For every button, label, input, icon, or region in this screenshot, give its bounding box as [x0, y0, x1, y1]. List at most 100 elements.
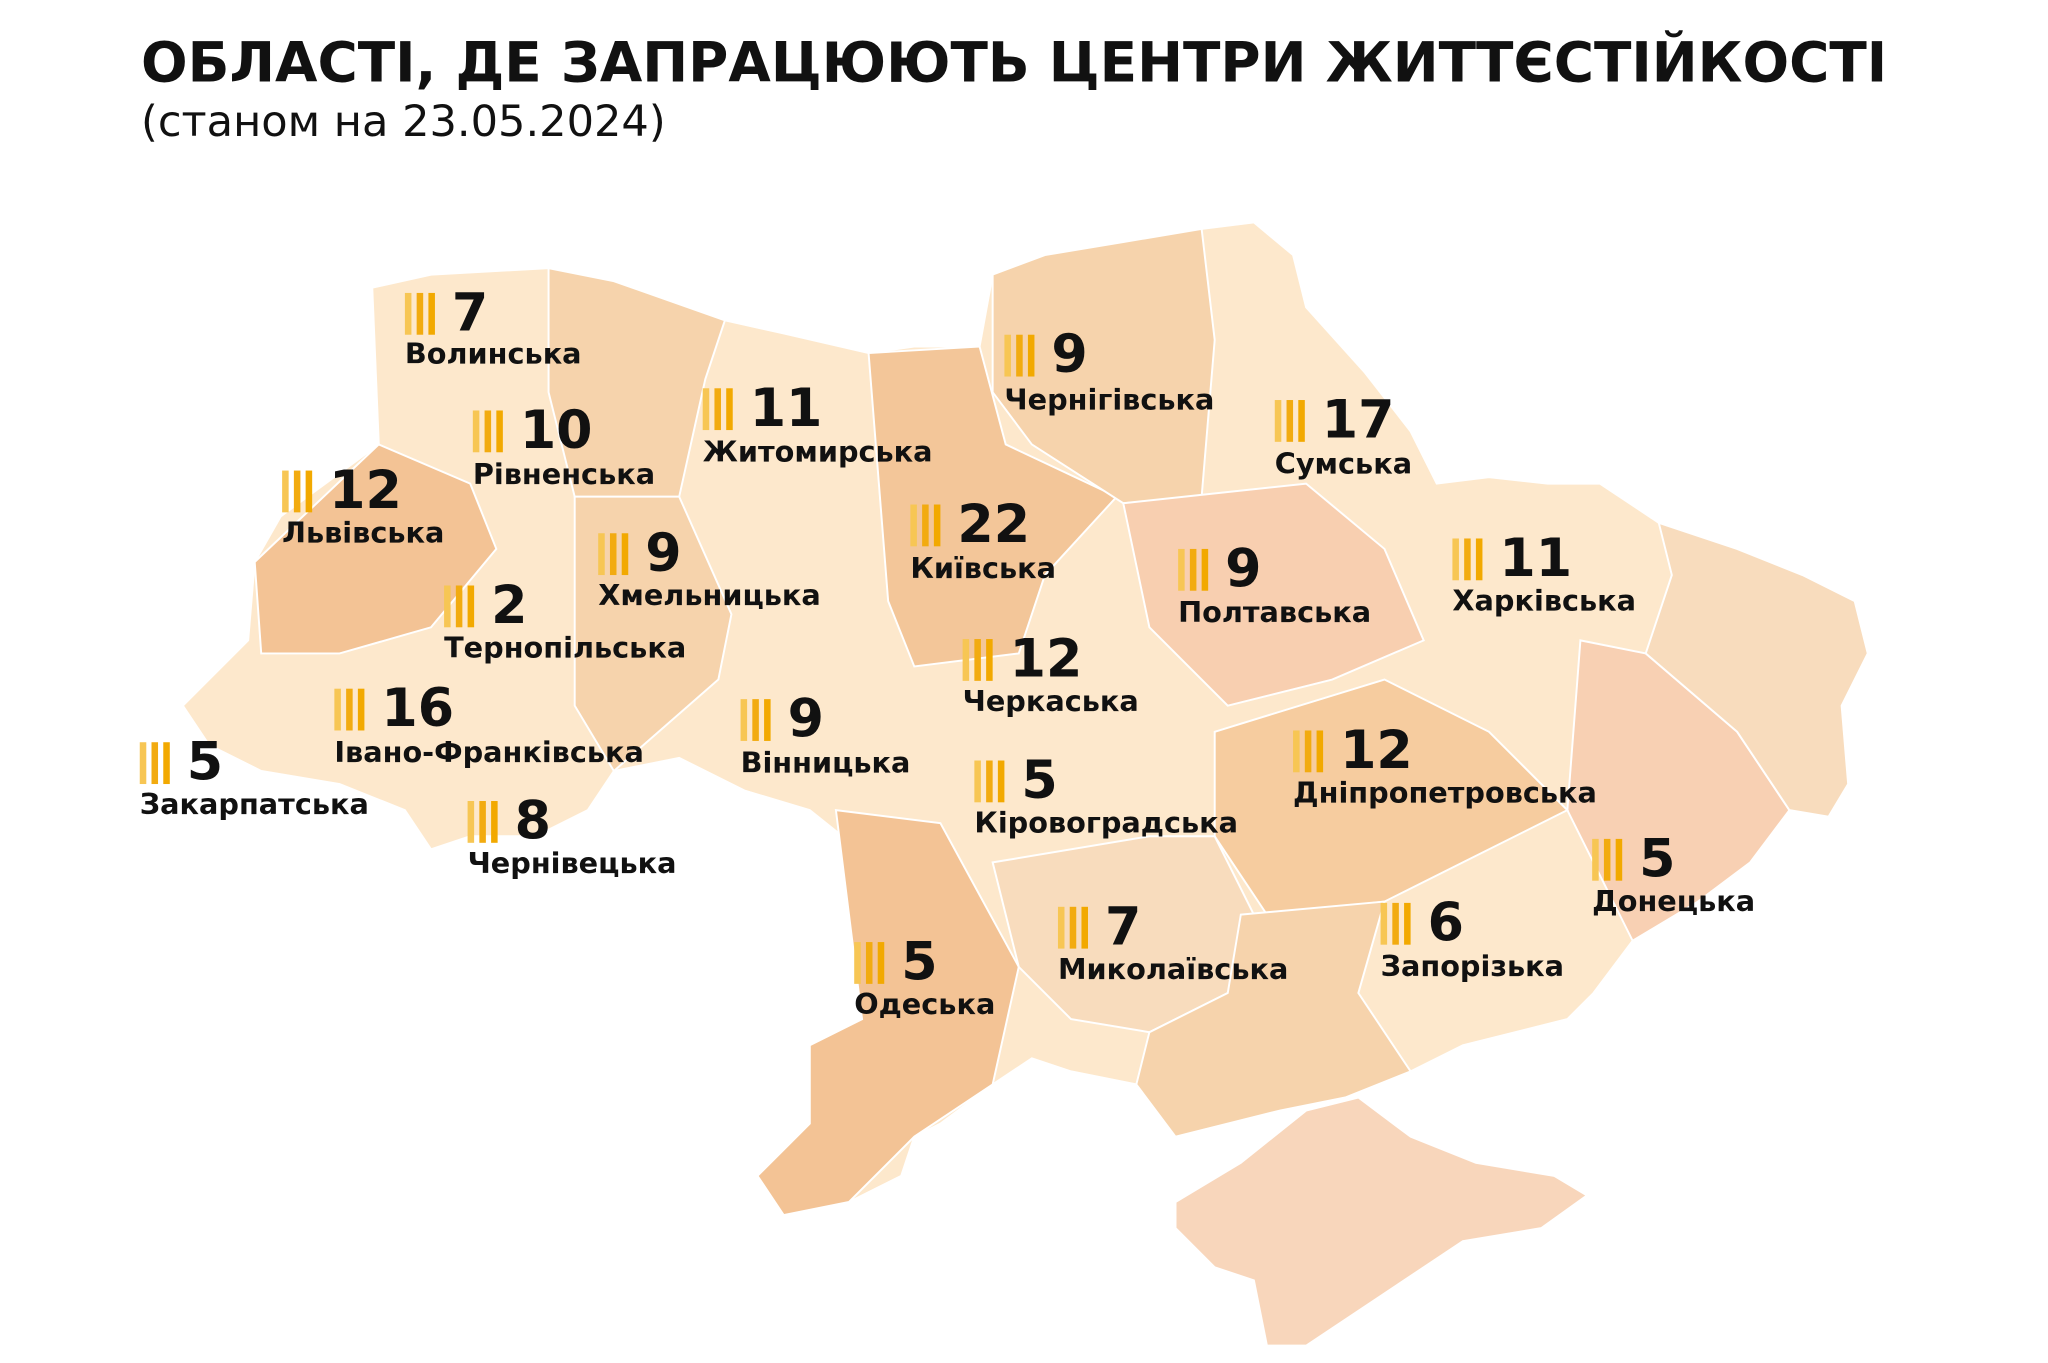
- icon-bar: [428, 292, 435, 335]
- icon-bar: [1178, 548, 1185, 591]
- icon-bar: [151, 742, 159, 785]
- region-name: Житомирська: [703, 435, 933, 469]
- region-name: Полтавська: [1178, 595, 1371, 629]
- region-shape: [547, 266, 727, 498]
- region-name: Львівська: [282, 516, 444, 550]
- icon-bar: [357, 688, 365, 731]
- icon-bar: [997, 760, 1005, 803]
- icon-bar: [139, 742, 147, 785]
- icon-bar: [1615, 838, 1623, 881]
- crimea: [1174, 1096, 1589, 1347]
- icon-bar: [1069, 906, 1077, 949]
- icon-bar: [1027, 334, 1035, 377]
- count: 7: [452, 283, 488, 343]
- icon-bar: [714, 388, 721, 431]
- icon-bar: [404, 292, 412, 335]
- icon-bar: [467, 801, 475, 843]
- icon-bar: [922, 504, 929, 547]
- icon-bar: [986, 760, 993, 803]
- count: 11: [750, 379, 823, 439]
- region-shape: [1644, 521, 1869, 818]
- icon-bar: [305, 470, 313, 513]
- region-shape: [991, 227, 1216, 505]
- icon-bar: [1004, 334, 1011, 377]
- icon-bar: [334, 688, 341, 731]
- icon-bar: [346, 688, 353, 731]
- region-name: Вінницька: [741, 745, 911, 779]
- count: 9: [645, 524, 681, 584]
- count: 12: [1010, 630, 1083, 690]
- count: 12: [329, 461, 402, 521]
- region-name: Донецька: [1592, 884, 1755, 918]
- icon-bar: [974, 639, 981, 681]
- icon-bar: [484, 410, 492, 453]
- region-shape: [1213, 678, 1570, 916]
- icon-bar: [1592, 838, 1599, 881]
- icon-bar: [726, 388, 733, 431]
- region-name: Харківська: [1452, 583, 1636, 617]
- icon-bar: [1392, 902, 1399, 945]
- region-name: Черкаська: [963, 684, 1139, 718]
- region-name: Дніпропетровська: [1293, 775, 1597, 809]
- icon-bar: [974, 760, 981, 803]
- count: 9: [1051, 325, 1087, 385]
- icon-bar: [472, 410, 480, 453]
- count: 2: [491, 576, 527, 636]
- region-name: Київська: [910, 551, 1056, 585]
- count: 17: [1322, 391, 1395, 451]
- icon-bar: [962, 639, 970, 681]
- region-name: Івано-Франківська: [334, 735, 644, 769]
- region-shape: [867, 345, 1119, 668]
- region-name: Сумська: [1275, 446, 1412, 480]
- count: 9: [788, 690, 824, 750]
- icon-bar: [1452, 538, 1459, 581]
- region-shape: [1122, 482, 1425, 707]
- icon-bar: [1081, 906, 1088, 949]
- icon-bar: [1274, 400, 1282, 442]
- subtitle: (станом на 23.05.2024): [141, 97, 666, 147]
- region-shape: [1135, 900, 1413, 1138]
- icon-bar: [416, 292, 424, 335]
- icon-bar: [854, 942, 861, 984]
- count: 12: [1340, 721, 1413, 781]
- icon-bar: [865, 942, 873, 984]
- icon-bar: [609, 533, 617, 576]
- region-name: Закарпатська: [140, 787, 369, 821]
- region-name: Чернівецька: [468, 846, 677, 880]
- icon-bar: [293, 470, 301, 513]
- region-name: Одеська: [854, 987, 995, 1021]
- icon-bar: [1603, 838, 1611, 881]
- region-name: Миколаївська: [1058, 952, 1288, 986]
- map-shape: [181, 221, 1869, 1347]
- icon-bar: [910, 504, 917, 547]
- icon-bar: [1316, 730, 1324, 773]
- count: 5: [1021, 751, 1057, 811]
- icon-bar: [444, 585, 451, 628]
- title: ОБЛАСТІ, ДЕ ЗАПРАЦЮЮТЬ ЦЕНТРИ ЖИТТЄСТІЙК…: [141, 29, 1887, 94]
- icon-bar: [1201, 548, 1209, 591]
- icon-bar: [1298, 400, 1305, 442]
- icon-bar: [986, 639, 993, 681]
- region-name: Рівненська: [473, 457, 655, 491]
- icon-bar: [1016, 334, 1023, 377]
